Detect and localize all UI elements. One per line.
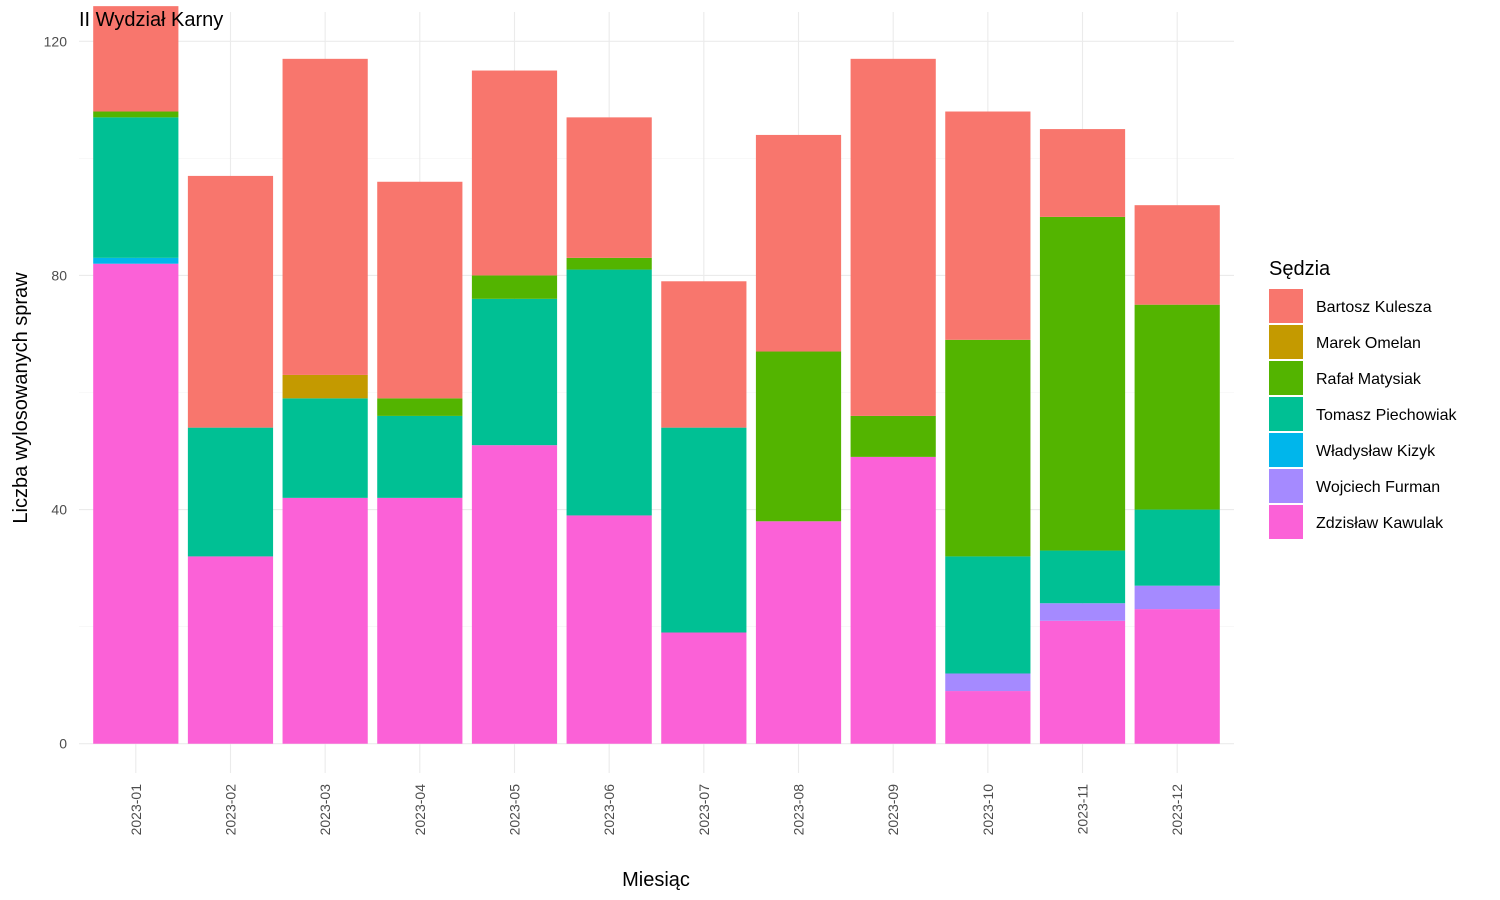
bar-segment xyxy=(377,398,463,416)
x-tick-label: 2023-08 xyxy=(791,784,807,836)
y-tick-label: 0 xyxy=(59,736,67,752)
x-tick-label: 2023-05 xyxy=(506,784,522,836)
legend-key xyxy=(1269,433,1303,467)
bar-segment xyxy=(93,117,179,258)
bar-segment xyxy=(1134,609,1220,744)
bar-segment xyxy=(471,70,558,276)
x-axis-title: Miesiąc xyxy=(622,869,690,891)
bar-segment xyxy=(1134,304,1220,510)
bar-segment xyxy=(945,111,1031,340)
y-axis-title: Liczba wylosowanych spraw xyxy=(10,272,32,524)
legend-key xyxy=(1269,289,1303,323)
bar-segment xyxy=(377,415,463,498)
x-tick-label: 2023-02 xyxy=(222,784,238,836)
x-tick-label: 2023-06 xyxy=(601,784,617,836)
legend-label: Rafał Matysiak xyxy=(1316,371,1422,388)
bar-segment xyxy=(187,556,274,744)
x-tick-label: 2023-10 xyxy=(980,784,996,836)
y-axis-ticks: 0 40 80 120 xyxy=(44,33,68,751)
bar-segment xyxy=(661,632,747,744)
x-tick-label: 2023-07 xyxy=(696,784,712,836)
legend-key xyxy=(1269,325,1303,359)
bar-segment xyxy=(945,339,1031,557)
bar-segment xyxy=(755,351,842,522)
bar-segment xyxy=(1039,216,1126,551)
bar-segment xyxy=(755,521,842,744)
legend-label: Bartosz Kulesza xyxy=(1316,299,1432,316)
y-tick-label: 80 xyxy=(51,267,67,283)
bar-segment xyxy=(93,257,179,264)
x-tick-label: 2023-11 xyxy=(1075,784,1091,835)
legend-title: Sędzia xyxy=(1269,258,1331,280)
bar-segment xyxy=(1039,129,1126,217)
legend: Sędzia Bartosz Kulesza Marek Omelan Rafał … xyxy=(1269,258,1458,539)
legend-label: Tomasz Piechowiak xyxy=(1316,407,1458,424)
bar-segment xyxy=(566,257,652,270)
y-tick-label: 120 xyxy=(44,33,68,49)
bar-segment xyxy=(377,181,463,399)
bars xyxy=(93,6,1220,744)
legend-key xyxy=(1269,505,1303,539)
bar-segment xyxy=(1039,620,1126,744)
x-axis-ticks: 2023-01 2023-02 2023-03 2023-04 2023-05 2023-… xyxy=(128,784,1185,836)
bar-segment xyxy=(1039,550,1126,604)
bar-segment xyxy=(850,415,936,457)
bar-segment xyxy=(282,374,368,399)
bar-segment xyxy=(755,134,842,352)
x-tick-label: 2023-03 xyxy=(317,784,333,836)
x-tick-label: 2023-12 xyxy=(1169,784,1185,836)
bar-segment xyxy=(1134,509,1220,586)
bar-segment xyxy=(850,456,936,744)
bar-segment xyxy=(566,269,652,516)
legend-label: Marek Omelan xyxy=(1316,335,1421,352)
bar-segment xyxy=(282,398,368,498)
legend-key xyxy=(1269,469,1303,503)
y-tick-label: 40 xyxy=(51,502,67,518)
chart-title: II Wydział Karny xyxy=(79,9,223,31)
bar-segment xyxy=(187,427,274,557)
legend-label: Zdzisław Kawulak xyxy=(1316,515,1444,532)
bar-segment xyxy=(471,275,558,299)
bar-segment xyxy=(850,58,936,416)
bar-segment xyxy=(566,117,652,258)
x-tick-label: 2023-01 xyxy=(128,784,144,836)
bar-segment xyxy=(93,263,179,744)
bar-segment xyxy=(377,497,463,744)
bar-segment xyxy=(661,427,747,633)
legend-label: Wojciech Furman xyxy=(1316,479,1440,496)
bar-segment xyxy=(471,445,558,744)
bar-segment xyxy=(945,556,1031,674)
x-tick-label: 2023-09 xyxy=(885,784,901,836)
legend-key xyxy=(1269,361,1303,395)
x-tick-label: 2023-04 xyxy=(412,784,428,836)
bar-segment xyxy=(566,515,652,744)
bar-segment xyxy=(187,175,274,428)
bar-segment xyxy=(282,497,368,744)
bar-segment xyxy=(1134,205,1220,305)
bar-segment xyxy=(93,6,179,112)
bar-segment xyxy=(1039,603,1126,621)
bar-segment xyxy=(1134,585,1220,610)
bar-segment xyxy=(945,673,1031,692)
bar-segment xyxy=(661,281,747,428)
bar-segment xyxy=(93,111,179,118)
legend-key xyxy=(1269,397,1303,431)
bar-segment xyxy=(282,58,368,375)
legend-label: Władysław Kizyk xyxy=(1316,443,1436,460)
bar-segment xyxy=(945,691,1031,744)
bar-segment xyxy=(471,298,558,446)
